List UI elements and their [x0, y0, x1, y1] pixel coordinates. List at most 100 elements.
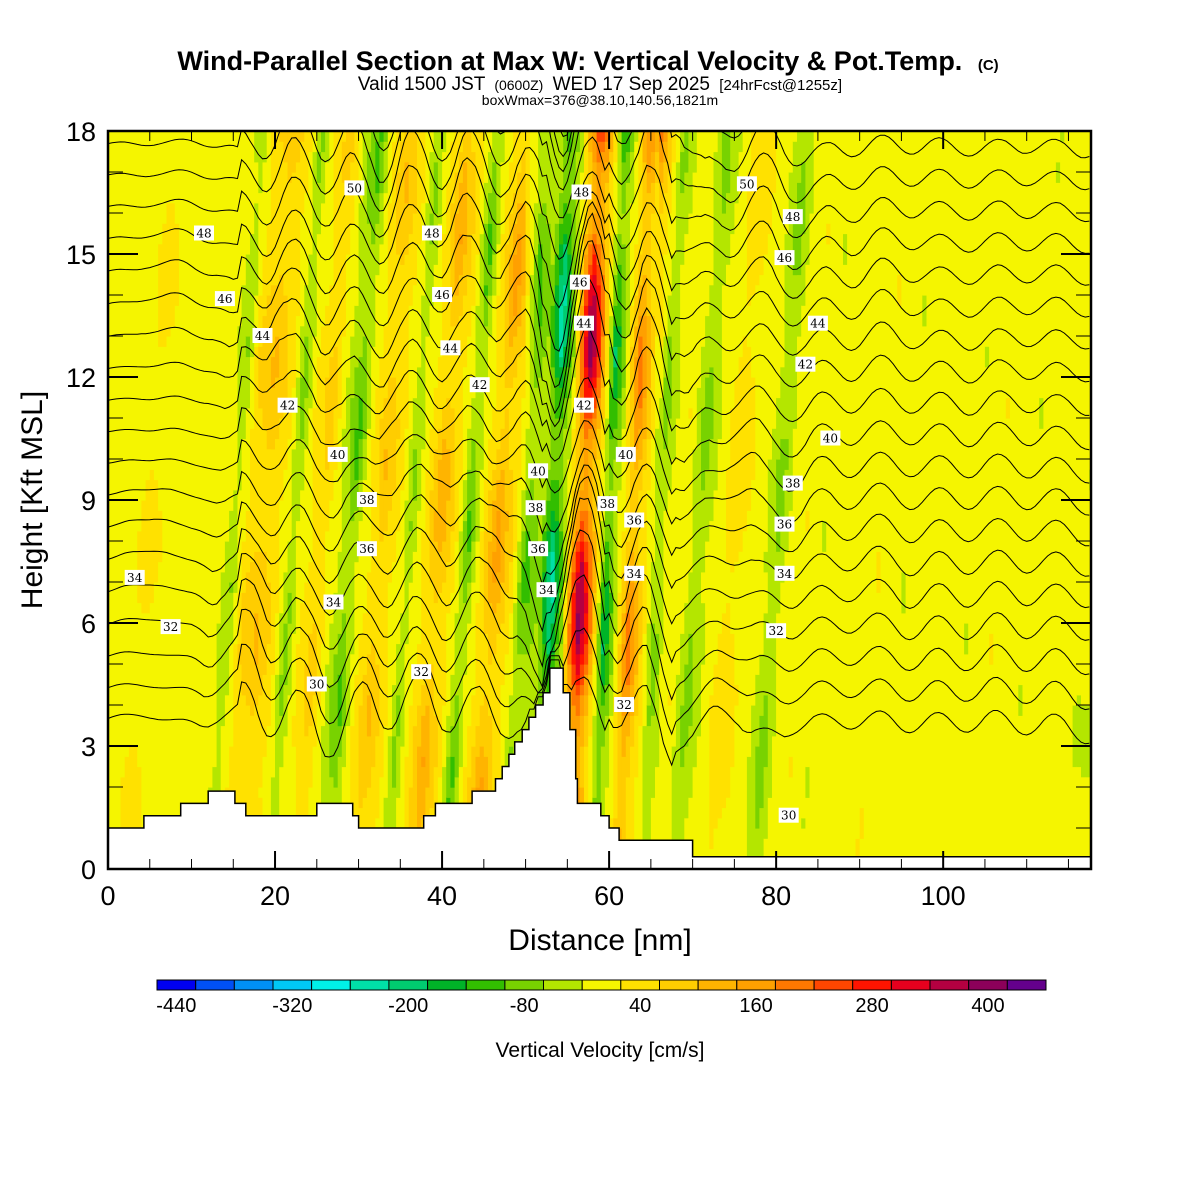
velocity-cell	[751, 705, 756, 869]
velocity-cell	[392, 131, 397, 142]
velocity-cell	[408, 705, 414, 788]
velocity-cell	[638, 336, 644, 409]
velocity-cell	[500, 582, 506, 624]
velocity-cell	[325, 664, 330, 869]
velocity-cell	[772, 735, 777, 869]
velocity-cell	[575, 551, 581, 573]
contour-label-box	[214, 291, 235, 307]
velocity-cell	[705, 315, 710, 378]
velocity-cell	[592, 592, 598, 634]
contour-label-text: 42	[798, 358, 813, 372]
subtitle-forecast: [24hrFcst@1255z]	[719, 77, 842, 94]
velocity-cell	[538, 213, 543, 245]
velocity-cell	[642, 725, 648, 869]
velocity-cell	[1081, 776, 1086, 869]
velocity-cell	[638, 131, 644, 255]
velocity-cell	[567, 213, 573, 255]
velocity-cell	[300, 141, 305, 214]
velocity-cell	[621, 213, 627, 245]
velocity-cell	[600, 746, 606, 869]
contour-label-box	[782, 475, 803, 491]
velocity-cell	[496, 479, 502, 511]
velocity-cell	[801, 817, 806, 829]
velocity-cell	[262, 161, 268, 255]
contour-label-text: 44	[810, 317, 826, 331]
velocity-cell	[659, 213, 664, 347]
contour-label-box	[614, 697, 635, 712]
velocity-cell	[630, 582, 635, 686]
velocity-cell	[396, 643, 401, 696]
velocity-cell	[375, 131, 381, 142]
velocity-cell	[245, 571, 251, 706]
velocity-cell	[425, 202, 431, 337]
velocity-cell	[504, 735, 510, 778]
colorbar-tick-label: 400	[971, 995, 1004, 1017]
velocity-cell	[650, 438, 656, 563]
velocity-cell	[563, 243, 568, 286]
velocity-cell	[709, 131, 715, 286]
x-tick-label: 0	[100, 881, 115, 911]
velocity-cell	[128, 131, 134, 747]
velocity-cell	[279, 500, 284, 614]
velocity-cell	[738, 151, 744, 358]
velocity-cell	[421, 295, 426, 450]
velocity-cell	[588, 284, 593, 306]
velocity-cell	[504, 510, 510, 532]
velocity-cell	[550, 530, 556, 552]
velocity-cell	[542, 643, 548, 686]
velocity-cell	[471, 438, 477, 542]
velocity-cell	[279, 715, 284, 768]
velocity-cell	[287, 541, 293, 593]
velocity-cell	[442, 407, 447, 440]
velocity-cell	[604, 715, 610, 788]
colorbar-swatch	[929, 979, 970, 991]
velocity-cell	[579, 325, 585, 399]
velocity-cell	[383, 397, 389, 450]
velocity-cell	[446, 500, 451, 563]
velocity-cell	[233, 131, 239, 491]
velocity-cell	[220, 131, 226, 573]
velocity-cell	[809, 131, 815, 214]
velocity-cell	[1005, 397, 1011, 419]
velocity-cell	[801, 131, 806, 163]
velocity-cell	[930, 131, 936, 869]
velocity-cell	[613, 459, 619, 634]
velocity-cell	[575, 653, 581, 675]
theta-contour-32	[108, 497, 1090, 668]
velocity-cell	[554, 377, 560, 419]
velocity-cell	[517, 541, 522, 583]
velocity-cell	[488, 438, 493, 491]
velocity-cell	[521, 202, 527, 296]
velocity-cell	[337, 418, 343, 552]
velocity-cell	[559, 643, 564, 675]
velocity-cell	[488, 541, 493, 604]
velocity-cell	[488, 602, 493, 665]
velocity-cell	[792, 131, 798, 142]
velocity-cell	[224, 541, 230, 696]
velocity-cell	[734, 705, 740, 869]
velocity-cell	[989, 664, 994, 869]
velocity-cell	[492, 551, 497, 583]
velocity-cell	[300, 602, 305, 869]
velocity-cell	[609, 315, 614, 347]
velocity-cell	[546, 530, 552, 552]
velocity-cell	[266, 725, 272, 819]
velocity-cell	[805, 264, 811, 511]
velocity-cell	[734, 202, 740, 378]
contour-label-text: 40	[530, 464, 545, 478]
velocity-cell	[730, 131, 735, 235]
contour-label: 46	[774, 250, 795, 266]
velocity-cell	[730, 571, 735, 634]
velocity-cell	[721, 213, 727, 286]
velocity-cell	[880, 131, 886, 869]
colorbar-label: Vertical Velocity [cm/s]	[496, 1039, 705, 1062]
velocity-cell	[471, 397, 477, 440]
velocity-cell	[567, 592, 573, 624]
velocity-cell	[650, 715, 656, 798]
velocity-cell	[567, 459, 573, 522]
velocity-cell	[600, 448, 606, 522]
velocity-cell	[458, 233, 464, 245]
velocity-cell	[600, 653, 606, 686]
velocity-cell	[412, 725, 418, 869]
velocity-cell	[579, 715, 585, 747]
